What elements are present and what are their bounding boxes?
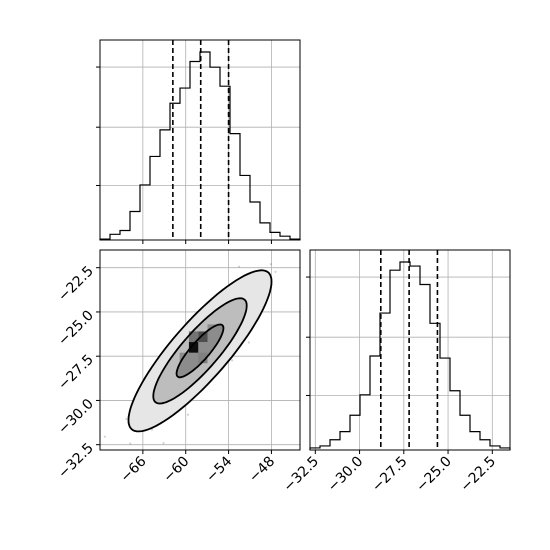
hist2-xtick-label-0: −32.5 bbox=[280, 454, 322, 496]
density-peak-cell-4 bbox=[179, 352, 189, 364]
scatter-point bbox=[103, 435, 106, 438]
density-peak-cell-5 bbox=[207, 324, 217, 335]
scatter-point bbox=[162, 442, 165, 445]
scatter-point bbox=[129, 442, 132, 445]
density-peak-cell-2 bbox=[188, 331, 199, 343]
scatter-point bbox=[150, 428, 154, 431]
hist2-histogram-step bbox=[309, 261, 511, 450]
scatter-point bbox=[186, 413, 190, 416]
density-peak-cell-1 bbox=[198, 331, 208, 343]
scatter-xtick-label-3: −48 bbox=[246, 454, 278, 486]
density-peak-cell-3 bbox=[198, 352, 208, 364]
scatter-xtick-label-0: −66 bbox=[117, 453, 149, 485]
hist1-frame bbox=[99, 39, 301, 241]
scatter-point bbox=[231, 359, 234, 362]
contour-line-3 bbox=[127, 269, 273, 433]
scatter-point bbox=[123, 452, 125, 454]
scatter-point bbox=[237, 265, 241, 268]
contour-line-2 bbox=[152, 297, 248, 405]
density-contours bbox=[127, 269, 273, 433]
hist2-xtick-label-4: −22.5 bbox=[457, 454, 499, 496]
hist2-xtick-label-1: −30.0 bbox=[325, 454, 367, 496]
density-fill-1 bbox=[176, 324, 224, 378]
scatter-ytick-label-3: −25.0 bbox=[55, 307, 97, 349]
scatter-point bbox=[269, 263, 272, 266]
contour-line-1 bbox=[175, 323, 225, 379]
scatter-frame bbox=[99, 249, 301, 451]
hist2-xtick-label-2: −27.5 bbox=[369, 454, 411, 496]
scatter-xtick-label-2: −54 bbox=[203, 453, 235, 485]
scatter-point bbox=[125, 417, 128, 421]
scatter-ytick-label-1: −30.0 bbox=[55, 396, 97, 438]
scatter-ytick-label-0: −32.5 bbox=[55, 440, 97, 482]
scatter-ytick-label-2: −27.5 bbox=[55, 352, 97, 394]
scatter-point bbox=[274, 270, 277, 273]
scatter-panel-param-1-vs-param-2: −66 −60 −54 −48 −32.5−30.0−27.5−25.0−22.5 bbox=[55, 249, 301, 486]
histogram-panel-param-1 bbox=[96, 39, 301, 244]
scatter-ytick-label-4: −22.5 bbox=[55, 263, 97, 305]
hist2-grid bbox=[310, 250, 510, 450]
scatter-point bbox=[247, 341, 250, 344]
hist2-xtick-label-3: −25.0 bbox=[413, 454, 455, 496]
density-peak-cell-0 bbox=[188, 342, 199, 353]
histogram-panel-param-2: −32.5 −30.0 −27.5 −25.0 −22.5 bbox=[280, 249, 511, 496]
hist2-frame bbox=[309, 249, 511, 451]
scatter-xtick-label-1: −60 bbox=[160, 454, 192, 486]
